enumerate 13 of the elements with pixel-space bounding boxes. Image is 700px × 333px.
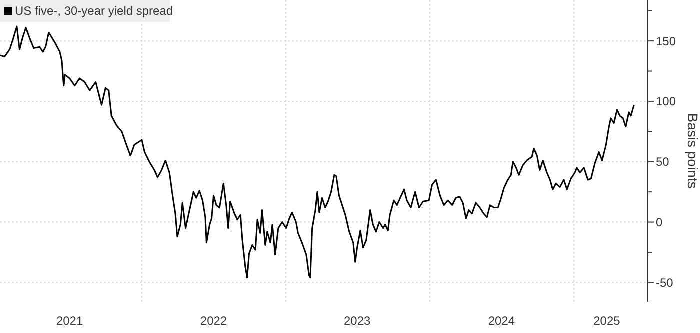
x-tick-label: 2025	[594, 314, 621, 328]
y-axis-title: Basis points	[685, 113, 700, 189]
x-tick-label: 2024	[488, 314, 516, 328]
line-series	[0, 26, 635, 279]
x-tick-label: 2022	[200, 314, 228, 328]
y-tick-label: 150	[656, 34, 676, 48]
y-tick-label: -50	[656, 276, 674, 290]
y-tick-label: 100	[656, 94, 676, 109]
x-tick-label: 2023	[344, 314, 371, 328]
y-tick-label: 50	[656, 155, 670, 170]
y-tick-label: 0	[656, 215, 663, 230]
x-tick-label: 2021	[56, 314, 84, 328]
legend-label: US five-, 30-year yield spread	[15, 4, 174, 18]
